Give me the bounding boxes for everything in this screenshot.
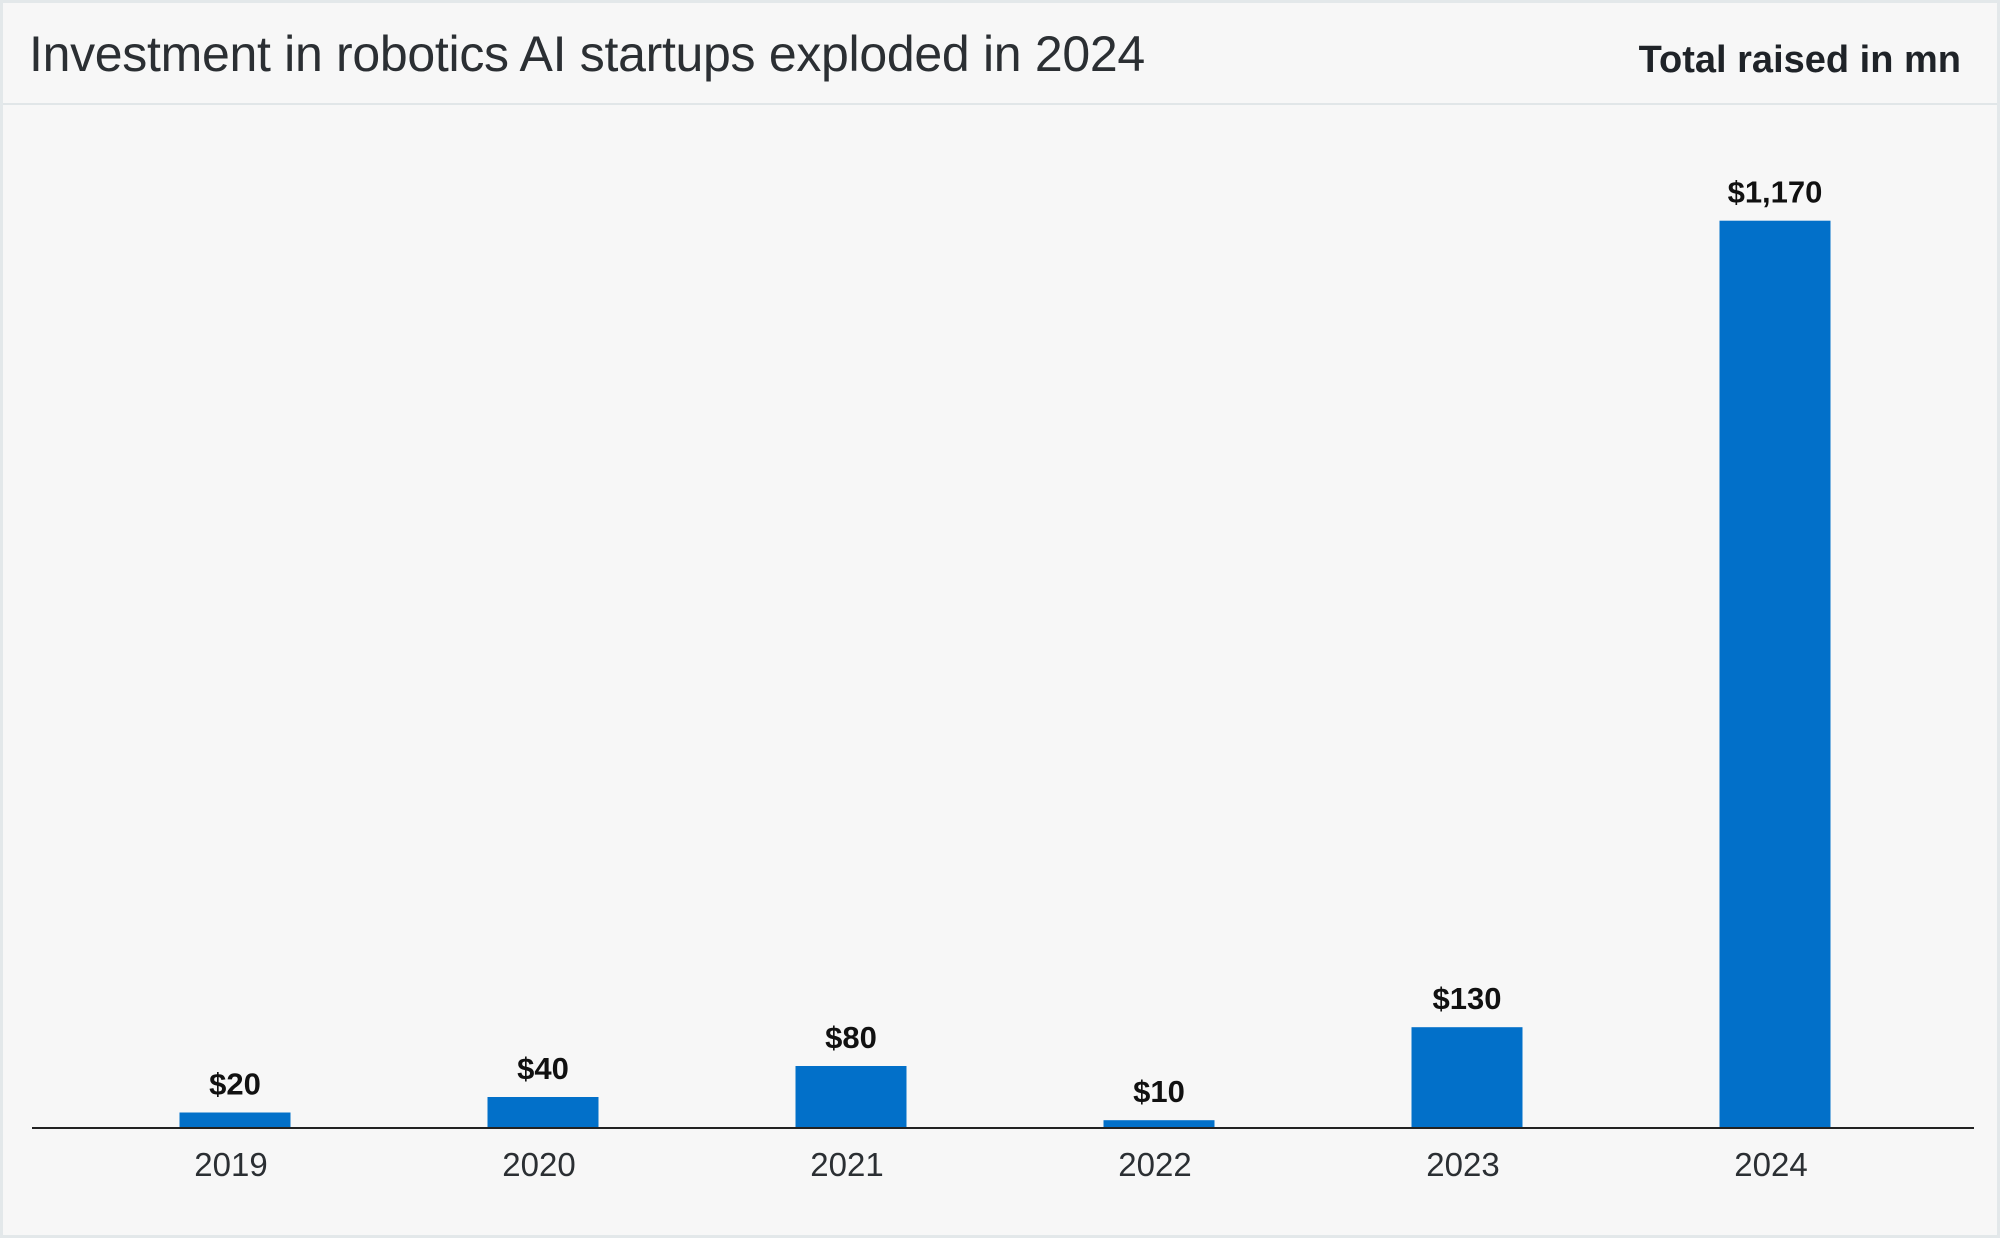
data-label-2019: $20 [209, 1067, 261, 1102]
unit-label: Total raised in mn [1638, 39, 1961, 81]
bar-2021 [795, 1066, 907, 1128]
x-tick-label-2023: 2023 [1426, 1146, 1499, 1183]
x-tick-label-2022: 2022 [1118, 1146, 1191, 1183]
bar-2023 [1411, 1027, 1523, 1128]
data-label-2020: $40 [517, 1051, 569, 1086]
chart-title: Investment in robotics AI startups explo… [29, 26, 1145, 82]
x-tick-label-2020: 2020 [502, 1146, 575, 1183]
bar-chart: $20 $40$80$10$130$1,170 2019 2020 2021 2022 2… [32, 175, 1974, 1183]
x-tick-label-2021: 2021 [810, 1146, 883, 1183]
bar-2024 [1719, 220, 1831, 1128]
data-label-2024: $1,170 [1728, 175, 1823, 210]
x-tick-label-2024: 2024 [1734, 1146, 1807, 1183]
data-label-2021: $80 [825, 1020, 877, 1055]
data-labels-group: $20 $40 $80 $10 $130 $1,170 [209, 175, 1822, 1109]
bar-2022 [1103, 1120, 1215, 1128]
x-tick-labels-group: 2019 2020 2021 2022 2023 2024 [194, 1146, 1807, 1183]
data-label-2023: $130 [1433, 981, 1502, 1016]
bar-2020 [487, 1097, 599, 1128]
x-tick-label-2019: 2019 [194, 1146, 267, 1183]
data-label-2022: $10 [1133, 1074, 1185, 1109]
chart-header: Investment in robotics AI startups explo… [3, 3, 1997, 105]
bar-2019 [179, 1112, 291, 1128]
bars-group [179, 220, 1831, 1128]
